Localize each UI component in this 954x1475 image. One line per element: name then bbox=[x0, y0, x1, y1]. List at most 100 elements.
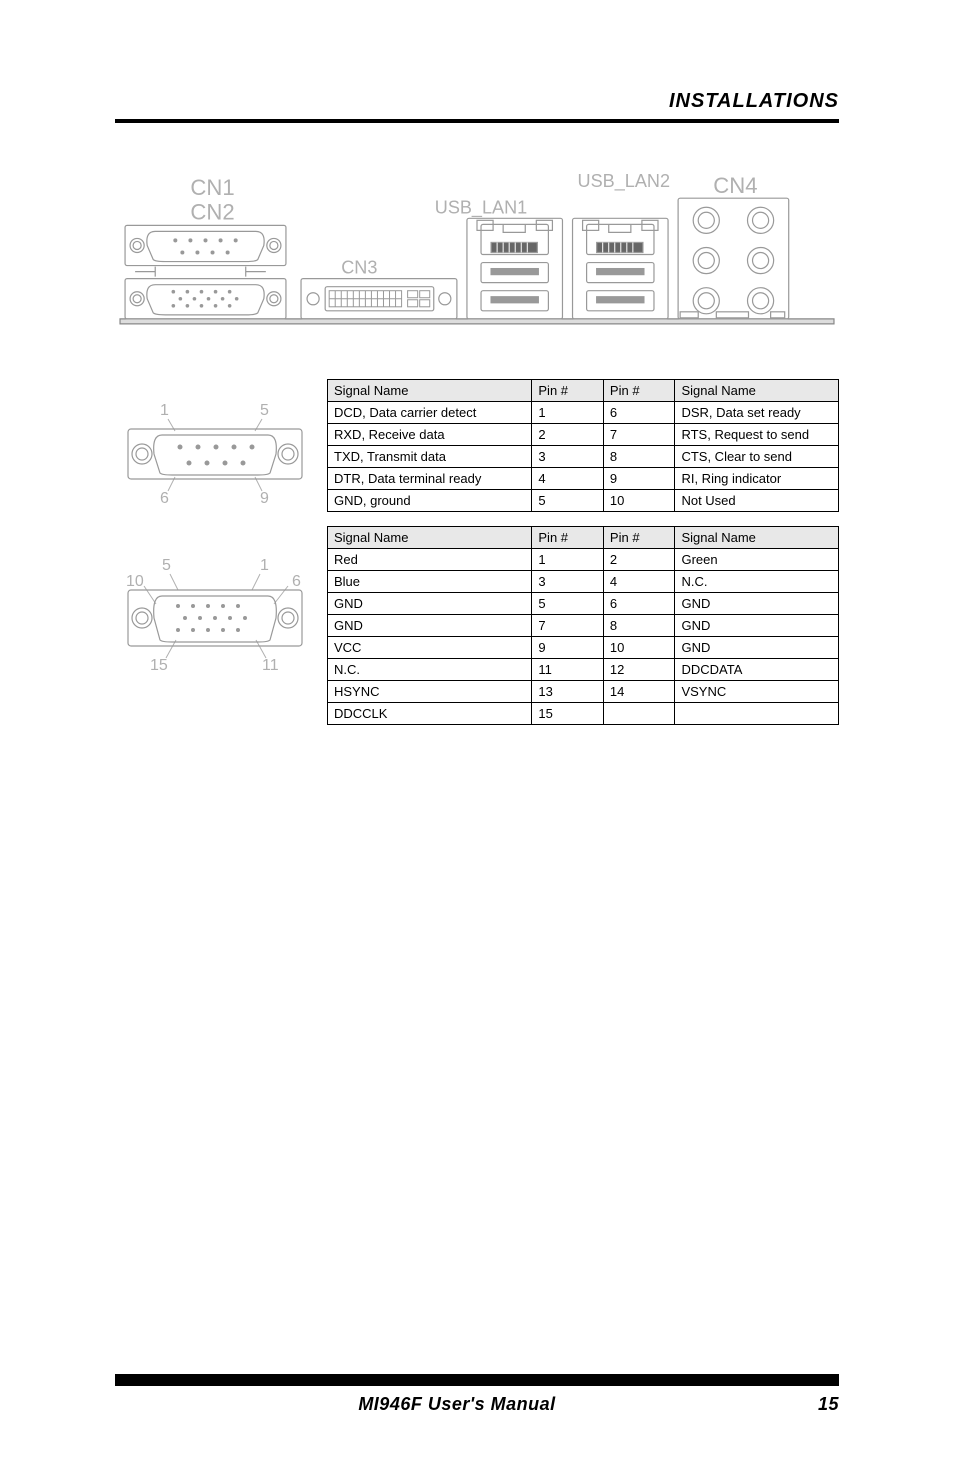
svg-text:1: 1 bbox=[260, 557, 269, 574]
table-header: Signal Name bbox=[328, 380, 532, 402]
footer-rule bbox=[115, 1374, 839, 1386]
cn1-pinout-table: Signal Name Pin # Pin # Signal Name DCD,… bbox=[327, 379, 839, 512]
table-cell: GND, ground bbox=[328, 490, 532, 512]
table-cell: 4 bbox=[532, 468, 604, 490]
table-cell: 14 bbox=[603, 681, 675, 703]
table-cell: RI, Ring indicator bbox=[675, 468, 839, 490]
table-cell: 13 bbox=[532, 681, 604, 703]
label-cn1: CN1 bbox=[190, 175, 234, 200]
svg-text:6: 6 bbox=[292, 573, 301, 590]
table-cell: 10 bbox=[603, 637, 675, 659]
table-cell: 8 bbox=[603, 446, 675, 468]
table-cell: GND bbox=[675, 593, 839, 615]
table-cell: DDCDATA bbox=[675, 659, 839, 681]
table-header: Signal Name bbox=[675, 380, 839, 402]
cn1-section: 1 5 6 9 bbox=[115, 379, 839, 512]
table-header: Signal Name bbox=[675, 527, 839, 549]
label-cn2: CN2 bbox=[190, 199, 234, 224]
svg-text:11: 11 bbox=[262, 657, 279, 674]
page-header: INSTALLATIONS bbox=[115, 90, 839, 113]
table-cell: 2 bbox=[603, 549, 675, 571]
page-footer: MI946F User's Manual 15 bbox=[115, 1374, 839, 1415]
table-cell: DDCCLK bbox=[328, 703, 532, 725]
svg-text:10: 10 bbox=[126, 573, 144, 590]
table-cell: 4 bbox=[603, 571, 675, 593]
table-row: DCD, Data carrier detect16DSR, Data set … bbox=[328, 402, 839, 424]
table-cell: 9 bbox=[603, 468, 675, 490]
rear-panel-diagram: CN1 CN2 CN3 CN4 USB_LAN1 USB_LAN2 bbox=[115, 163, 839, 344]
table-cell: 11 bbox=[532, 659, 604, 681]
table-row: GND56GND bbox=[328, 593, 839, 615]
table-cell: HSYNC bbox=[328, 681, 532, 703]
table-row: DTR, Data terminal ready49RI, Ring indic… bbox=[328, 468, 839, 490]
table-cell: DSR, Data set ready bbox=[675, 402, 839, 424]
header-rule bbox=[115, 119, 839, 123]
svg-text:9: 9 bbox=[260, 490, 269, 507]
table-row: VCC910GND bbox=[328, 637, 839, 659]
table-cell: 2 bbox=[532, 424, 604, 446]
footer-title: MI946F User's Manual bbox=[115, 1394, 799, 1415]
table-cell: VCC bbox=[328, 637, 532, 659]
table-row: RXD, Receive data27RTS, Request to send bbox=[328, 424, 839, 446]
table-cell: 15 bbox=[532, 703, 604, 725]
cn2-pinout-table: Signal Name Pin # Pin # Signal Name Red1… bbox=[327, 526, 839, 725]
table-row: Red12Green bbox=[328, 549, 839, 571]
table-cell bbox=[603, 703, 675, 725]
table-header: Pin # bbox=[603, 380, 675, 402]
table-cell: 10 bbox=[603, 490, 675, 512]
table-cell: 7 bbox=[532, 615, 604, 637]
table-cell: RXD, Receive data bbox=[328, 424, 532, 446]
table-cell: 5 bbox=[532, 593, 604, 615]
svg-text:6: 6 bbox=[160, 490, 169, 507]
table-cell: DCD, Data carrier detect bbox=[328, 402, 532, 424]
table-cell: GND bbox=[675, 615, 839, 637]
cn2-connector-diagram: 5 1 10 6 15 11 bbox=[115, 526, 315, 686]
table-row: HSYNC1314VSYNC bbox=[328, 681, 839, 703]
table-row: GND, ground510Not Used bbox=[328, 490, 839, 512]
table-cell bbox=[675, 703, 839, 725]
table-cell: N.C. bbox=[328, 659, 532, 681]
table-header: Pin # bbox=[532, 380, 604, 402]
label-usb-lan1: USB_LAN1 bbox=[435, 197, 527, 218]
table-cell: 12 bbox=[603, 659, 675, 681]
svg-text:15: 15 bbox=[150, 657, 168, 674]
table-header: Signal Name bbox=[328, 527, 532, 549]
table-cell: RTS, Request to send bbox=[675, 424, 839, 446]
table-cell: 3 bbox=[532, 571, 604, 593]
table-row: Blue34N.C. bbox=[328, 571, 839, 593]
table-cell: N.C. bbox=[675, 571, 839, 593]
table-row: DDCCLK15 bbox=[328, 703, 839, 725]
footer-page-number: 15 bbox=[799, 1394, 839, 1415]
label-usb-lan2: USB_LAN2 bbox=[578, 171, 670, 192]
table-header: Pin # bbox=[532, 527, 604, 549]
svg-text:5: 5 bbox=[260, 402, 269, 419]
table-cell: VSYNC bbox=[675, 681, 839, 703]
table-cell: Not Used bbox=[675, 490, 839, 512]
table-row: N.C.1112DDCDATA bbox=[328, 659, 839, 681]
table-cell: GND bbox=[328, 615, 532, 637]
table-cell: Blue bbox=[328, 571, 532, 593]
table-cell: 1 bbox=[532, 549, 604, 571]
table-header: Pin # bbox=[603, 527, 675, 549]
table-cell: GND bbox=[675, 637, 839, 659]
table-cell: GND bbox=[328, 593, 532, 615]
svg-text:5: 5 bbox=[162, 557, 171, 574]
table-cell: Red bbox=[328, 549, 532, 571]
table-cell: 7 bbox=[603, 424, 675, 446]
table-cell: 5 bbox=[532, 490, 604, 512]
table-row: GND78GND bbox=[328, 615, 839, 637]
label-cn4: CN4 bbox=[713, 173, 757, 198]
table-cell: 1 bbox=[532, 402, 604, 424]
table-cell: Green bbox=[675, 549, 839, 571]
label-cn3: CN3 bbox=[341, 258, 377, 278]
svg-text:1: 1 bbox=[160, 402, 169, 419]
cn2-section: 5 1 10 6 15 11 bbox=[115, 526, 839, 725]
table-cell: 9 bbox=[532, 637, 604, 659]
table-cell: TXD, Transmit data bbox=[328, 446, 532, 468]
table-cell: 8 bbox=[603, 615, 675, 637]
cn1-connector-diagram: 1 5 6 9 bbox=[115, 379, 315, 509]
table-row: TXD, Transmit data38CTS, Clear to send bbox=[328, 446, 839, 468]
table-cell: CTS, Clear to send bbox=[675, 446, 839, 468]
table-cell: DTR, Data terminal ready bbox=[328, 468, 532, 490]
table-cell: 6 bbox=[603, 402, 675, 424]
